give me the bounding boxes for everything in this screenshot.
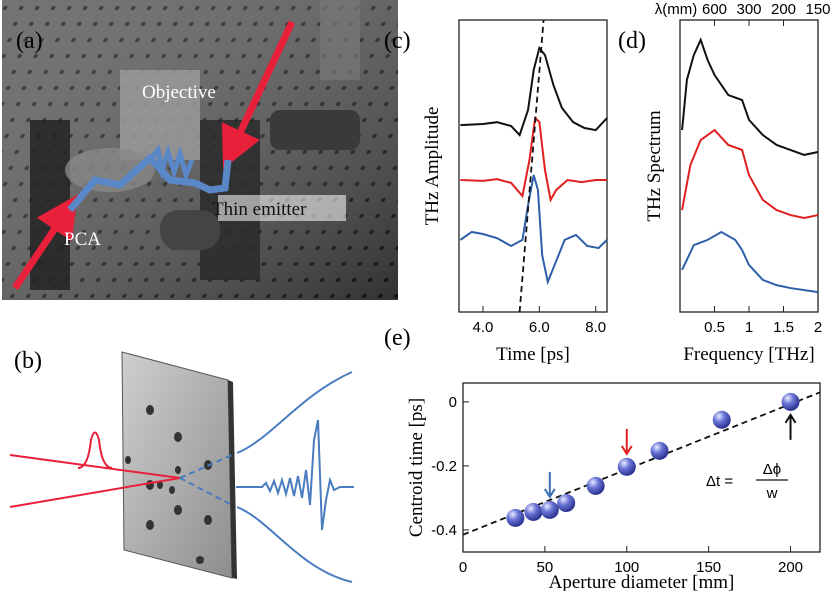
photo <box>2 0 398 300</box>
panel-label: (a) <box>16 28 43 54</box>
arrow <box>784 412 797 440</box>
y-axis-label: THz Spectrum <box>644 110 665 222</box>
x2-tick-label: 150 <box>805 1 830 18</box>
panel-label: (d) <box>618 28 646 54</box>
y-tick-label: 0 <box>449 394 457 411</box>
x-axis-label: Time [ps] <box>496 344 570 365</box>
point <box>540 500 559 519</box>
fit-line <box>462 391 821 536</box>
point <box>557 494 576 513</box>
y-axis-label: THz Amplitude <box>422 107 443 226</box>
equation: Δt = <box>706 473 733 490</box>
photo-label: Objective <box>142 82 216 103</box>
photo-label: Thin emitter <box>212 199 307 220</box>
x2-tick-label: 600 <box>702 1 727 18</box>
x2-axis-label: λ(mm) <box>655 1 697 18</box>
arrow <box>543 471 556 499</box>
point <box>524 502 543 521</box>
x-tick-label: 8.0 <box>585 319 606 336</box>
x-tick-label: 0 <box>459 559 467 576</box>
x-tick-label: 1.5 <box>773 319 794 336</box>
plot-frame <box>458 19 608 313</box>
x-axis-label: Aperture diameter [mm] <box>549 572 735 591</box>
point <box>617 457 636 476</box>
series-line <box>460 116 607 203</box>
x-tick-label: 6.0 <box>529 319 550 336</box>
x-axis-label: Frequency [THz] <box>683 344 814 365</box>
series-line <box>459 174 608 286</box>
plot-frame <box>462 382 821 553</box>
point <box>712 410 731 429</box>
x-tick-label: 1 <box>745 319 753 336</box>
y-axis-label: Centroid time [ps] <box>406 398 427 537</box>
series-line <box>681 128 819 219</box>
x-tick-label: 150 <box>696 559 721 576</box>
panel-label: (c) <box>384 28 411 54</box>
y-tick-label: -0.4 <box>431 522 457 539</box>
x-tick-label: 0.5 <box>704 319 725 336</box>
point <box>586 476 605 495</box>
x2-tick-label: 200 <box>771 1 796 18</box>
point <box>506 508 525 527</box>
panel-label: (e) <box>384 325 411 351</box>
schematic <box>9 351 354 583</box>
x-tick-label: 2 <box>814 319 822 336</box>
photo-label: PCA <box>64 229 101 250</box>
series-line <box>681 230 819 294</box>
series-line <box>460 45 608 137</box>
series-line <box>681 37 819 156</box>
plot-frame <box>679 19 819 313</box>
panel-label: (b) <box>14 348 42 374</box>
point <box>781 392 800 411</box>
y-tick-label: -0.2 <box>431 458 457 475</box>
x-tick-label: 100 <box>614 559 639 576</box>
point <box>650 441 669 460</box>
equation: w <box>766 485 778 502</box>
x2-tick-label: 300 <box>736 1 761 18</box>
x-tick-label: 200 <box>778 559 803 576</box>
x-tick-label: 50 <box>537 559 554 576</box>
equation: Δϕ <box>763 461 781 478</box>
guide-line <box>518 19 545 313</box>
x-tick-label: 4.0 <box>473 319 494 336</box>
arrow <box>620 428 633 456</box>
